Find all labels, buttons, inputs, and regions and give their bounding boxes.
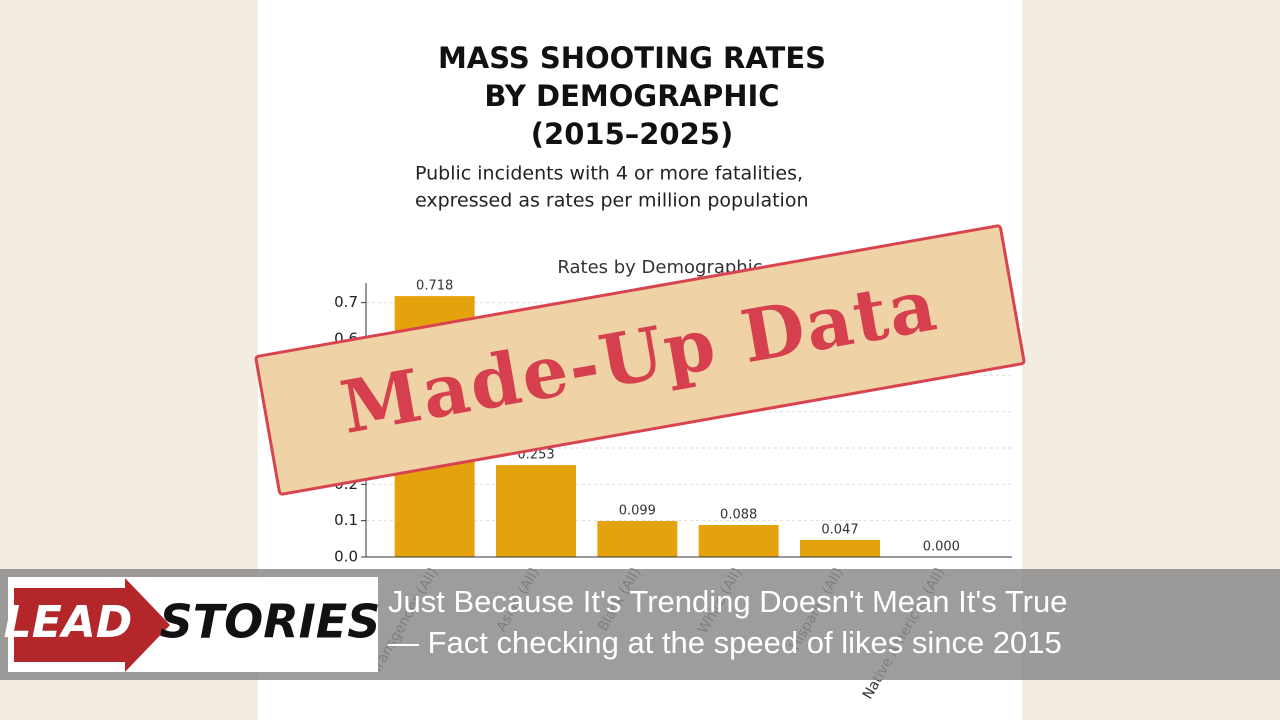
- bar: [597, 521, 678, 557]
- bar: [800, 539, 880, 557]
- y-tick-label: 0.0: [334, 548, 358, 566]
- value-label: 0.047: [821, 522, 858, 537]
- chart-title: MASS SHOOTING RATES: [438, 41, 826, 75]
- value-label: 0.088: [720, 508, 757, 523]
- stamp-box: [254, 224, 1026, 496]
- y-tick-label: 0.1: [334, 511, 358, 529]
- logo-stories: STORIES: [160, 595, 381, 649]
- y-tick-label: 0.7: [334, 293, 358, 311]
- plot-title: Rates by Demographic: [557, 257, 762, 278]
- logo-lead: LEAD: [4, 597, 133, 648]
- stamp: Made-Up Data: [254, 224, 1026, 496]
- logo-arrow: [14, 578, 170, 672]
- value-label: 0.000: [923, 540, 960, 555]
- value-label: 0.718: [416, 279, 453, 294]
- chart-subtitle: Public incidents with 4 or more fataliti…: [415, 163, 803, 185]
- banner-line: — Fact checking at the speed of likes si…: [388, 625, 1062, 660]
- chart-title: BY DEMOGRAPHIC: [484, 79, 779, 113]
- chart-subtitle: expressed as rates per million populatio…: [415, 190, 808, 212]
- banner-line: Just Because It's Trending Doesn't Mean …: [388, 584, 1067, 619]
- value-label: 0.099: [619, 504, 656, 519]
- chart-title: (2015–2025): [531, 117, 733, 151]
- bar: [698, 525, 779, 557]
- bar: [496, 465, 576, 557]
